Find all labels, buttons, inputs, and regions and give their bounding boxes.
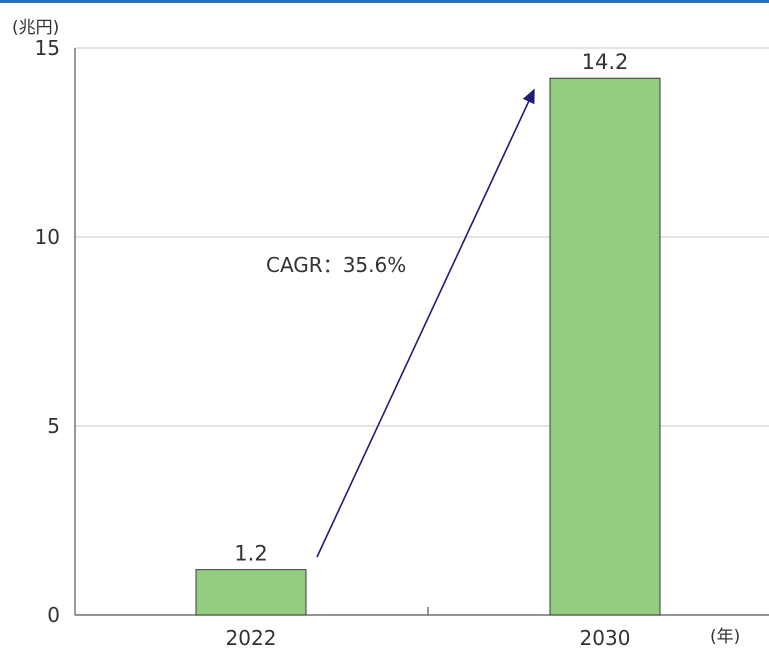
bar-2022 xyxy=(195,569,307,616)
x-axis-unit-label: (年) xyxy=(710,627,740,647)
data-label-2022: 1.2 xyxy=(234,542,267,566)
grid-lines xyxy=(75,47,769,427)
cagr-arrow xyxy=(316,88,535,558)
x-tick-label-2022: 2022 xyxy=(226,626,277,648)
top-rule xyxy=(0,0,769,3)
y-tick-label: 5 xyxy=(47,414,60,438)
x-tick-label-2030: 2030 xyxy=(580,626,631,648)
y-tick-label: 0 xyxy=(47,603,60,627)
y-axis-unit-label: (兆円) xyxy=(12,18,59,38)
y-tick-label: 10 xyxy=(35,225,60,249)
data-label-2030: 14.2 xyxy=(582,50,629,74)
cagr-annotation: CAGR：35.6% xyxy=(266,253,406,277)
bars xyxy=(195,77,661,616)
y-tick-label: 15 xyxy=(35,36,60,60)
bar-2030 xyxy=(549,77,661,616)
labels: 0 5 10 15 1.2 2022 14.2 2030 xyxy=(35,36,631,648)
